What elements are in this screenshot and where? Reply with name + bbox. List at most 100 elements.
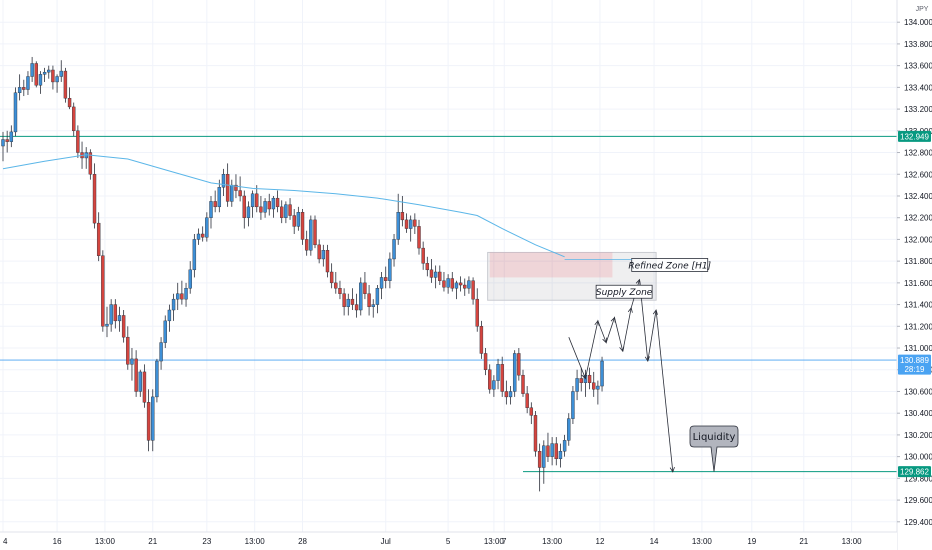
candle-body (458, 282, 463, 286)
candle-body (51, 69, 55, 83)
candle-body (155, 360, 159, 398)
candle-body (367, 293, 371, 307)
candle-body (521, 374, 525, 394)
candle-body (130, 358, 134, 365)
candle-body (313, 219, 317, 246)
candle-body (105, 323, 109, 327)
candle-body (5, 139, 9, 142)
refined-zone-box (489, 252, 613, 278)
candle-body (392, 239, 396, 260)
candle-body (176, 293, 180, 300)
candle-body (567, 418, 571, 441)
y-tick-label: 130.200 (904, 431, 932, 440)
candle-body (67, 98, 72, 108)
candle-body (42, 71, 47, 75)
candle-body (425, 263, 430, 271)
candle-body (188, 269, 192, 289)
candle-body (126, 336, 130, 365)
candle-body (167, 309, 172, 322)
y-tick-label: 133.200 (904, 105, 932, 114)
candle-body (417, 226, 421, 249)
candle-body (454, 282, 459, 289)
candle-body (292, 215, 296, 227)
candle-body (496, 364, 500, 381)
projection-arrowhead (619, 346, 625, 353)
refined-zone-label-box (631, 258, 709, 272)
y-tick-label: 129.600 (904, 496, 932, 505)
candle-body (508, 391, 513, 398)
candle-body (171, 298, 176, 311)
candle-body (288, 204, 292, 216)
candle-body (17, 87, 22, 93)
candle-body (396, 212, 400, 240)
candle-body (180, 293, 184, 300)
candle-body (92, 174, 97, 224)
candle-body (250, 193, 255, 208)
candle-body (408, 219, 413, 229)
candle-body (101, 255, 105, 327)
y-tick-label: 130.000 (904, 453, 932, 462)
candle-body (379, 277, 384, 289)
candle-body (433, 271, 438, 278)
candle-body (213, 201, 217, 208)
y-tick-label: 131.000 (904, 344, 932, 353)
chart-grid (0, 0, 897, 532)
x-tick-label: 21 (148, 537, 157, 546)
candle-body (230, 184, 234, 202)
y-tick-label: 132.200 (904, 214, 932, 223)
candle-body (113, 304, 118, 322)
candle-body (438, 271, 442, 281)
projection-path (568, 278, 675, 473)
candle-body (342, 293, 346, 307)
candle-body (587, 374, 592, 383)
candle-body (321, 250, 326, 260)
candle-body (442, 280, 446, 288)
candle-body (550, 443, 554, 457)
candle-body (142, 371, 147, 403)
x-tick-label: 7 (502, 537, 507, 546)
candle-body (479, 326, 484, 354)
candle-body (512, 353, 517, 392)
candle-body (117, 315, 122, 322)
time-axis[interactable]: 4 16 13:00 21 23 13:00 28 Jul 5 13:007 13:00 12 14 13… (0, 531, 897, 550)
candle-body (146, 402, 151, 441)
x-tick-label: 14 (650, 537, 659, 546)
candle-body (450, 278, 454, 289)
candle-body (242, 195, 246, 218)
candle-body (72, 106, 76, 132)
candle-body (184, 288, 188, 300)
x-tick-label: 13:00 (245, 537, 266, 546)
price-axis[interactable]: JPY 134.000 133.800 133.600 133.400 133.200 13… (896, 0, 932, 550)
projection-arrowhead (602, 337, 607, 344)
candle-body (163, 320, 167, 343)
x-tick-label: 21 (799, 537, 808, 546)
candle-body (592, 382, 596, 390)
candle-body (109, 304, 113, 325)
x-tick-label: 5 (446, 537, 451, 546)
candle-body (517, 353, 521, 376)
candle-body (384, 277, 388, 281)
x-tick-label: 13:00 (842, 537, 863, 546)
candle-body (300, 212, 305, 240)
y-tick-label: 133.600 (904, 62, 932, 71)
price-badge-label: 130.889 (900, 356, 929, 365)
x-tick-label: Jul (381, 537, 391, 546)
candle-body (413, 219, 417, 227)
candle-body (492, 380, 496, 390)
candle-body (138, 371, 142, 392)
candle-body (463, 284, 467, 289)
candle-body (363, 282, 367, 294)
candle-body (246, 206, 251, 218)
y-tick-label: 130.400 (904, 409, 932, 418)
candle-body (280, 206, 284, 218)
candle-body (467, 280, 471, 289)
candle-body (325, 250, 330, 273)
candle-body (275, 197, 280, 208)
refined-zone-label: Refined Zone [H1] (628, 261, 711, 271)
liquidity-callout (689, 425, 739, 472)
y-tick-label: 132.800 (904, 149, 932, 158)
candle-body (546, 445, 550, 457)
candle-body (151, 396, 155, 441)
candle-body (22, 87, 26, 90)
